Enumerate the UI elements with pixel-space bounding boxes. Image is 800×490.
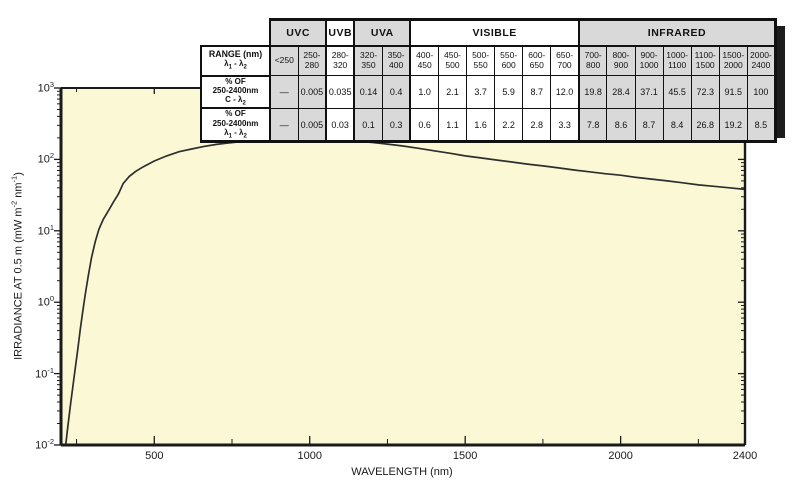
table-cell: 1100- 1500 (690, 45, 720, 76)
table-cell: 8.6 (606, 107, 636, 144)
x-tick-label: 2400 (732, 450, 758, 462)
table-cell: 2.8 (522, 107, 552, 144)
plot-area (61, 88, 745, 445)
table-cell: 0.03 (325, 107, 355, 144)
y-tick-label: 103 (37, 80, 54, 95)
table-cell: 1.6 (466, 107, 496, 144)
table-cell: 800- 900 (606, 45, 636, 76)
table-cell: 280- 320 (325, 45, 355, 76)
table-cell: 1.1 (437, 107, 468, 144)
y-tick-label: 101 (37, 222, 54, 238)
waveband-percentage-table: UVC UVB UVA VISIBLE INFRARED RANGE (nm) λ1 - λ… (200, 18, 778, 144)
band-group-header-infrared: INFRARED (577, 18, 777, 47)
row-label: % OF 250-2400nm C - λ2 (200, 74, 271, 110)
y-tick-label: 10-1 (35, 365, 54, 381)
table-cell: 28.4 (606, 75, 636, 109)
waveband-table: UVC UVB UVA VISIBLE INFRARED RANGE (nm) λ1 - λ… (200, 18, 778, 144)
table-cell: 650- 700 (550, 45, 580, 76)
table-cell: 1500- 2000 (718, 45, 748, 76)
table-cell: 100 (746, 75, 778, 109)
table-cell: 45.5 (662, 75, 692, 109)
y-tick-label: 100 (37, 294, 54, 309)
table-cell: 0.1 (353, 107, 383, 144)
y-tick-label: 10-2 (35, 437, 54, 452)
table-cell: 0.3 (381, 107, 411, 144)
table-cell: 350- 400 (381, 45, 411, 76)
band-group-header-visible: VISIBLE (409, 18, 580, 47)
band-group-header-uvc: UVC (268, 18, 327, 47)
y-tick-label: 102 (37, 151, 54, 167)
table-cell: 0.005 (297, 107, 327, 144)
x-axis-title: WAVELENGTH (nm) (351, 466, 453, 478)
table-cell: 1.0 (409, 75, 439, 109)
table-cell: 8.7 (634, 107, 664, 144)
table-notch (201, 20, 270, 46)
table-row: RANGE (nm) λ1 - λ2 <250 250- 280 280- 320 320- 3… (200, 44, 778, 77)
table-cell: 19.8 (577, 75, 608, 109)
table-cell: 19.2 (718, 107, 748, 144)
table-cell: 7.8 (577, 107, 608, 144)
table-cell: — (268, 107, 299, 144)
table-cell: 0.005 (297, 75, 327, 109)
x-tick-label: 1000 (297, 450, 322, 462)
table-cell: 72.3 (690, 75, 720, 109)
table-cell: 500- 550 (466, 45, 496, 76)
table-cell: 3.3 (550, 107, 580, 144)
table-row: % OF 250-2400nm λ1 - λ2—0.005 0.03 0.1 0.3 0.6… (200, 107, 778, 144)
table-cell: — (268, 75, 299, 109)
table-cell: 12.0 (550, 75, 580, 109)
table-row: % OF 250-2400nm C - λ2—0.005 0.035 0.14 0.4 1.… (200, 74, 778, 110)
y-axis-title: IRRADIANCE AT 0.5 m (mW m-2 nm-1) (9, 172, 25, 360)
table-cell: 1000- 1100 (662, 45, 692, 76)
table-cell: 550- 600 (494, 45, 524, 76)
table-cell: 8.7 (522, 75, 552, 109)
row-label: RANGE (nm) λ1 - λ2 (200, 44, 271, 77)
table-cell: 320- 350 (353, 45, 383, 76)
x-tick-label: 2000 (608, 450, 633, 462)
table-cell: 250- 280 (297, 45, 327, 76)
table-cell: 700- 800 (577, 45, 608, 76)
row-label: % OF 250-2400nm λ1 - λ2 (200, 107, 271, 144)
table-cell: 8.5 (746, 107, 778, 144)
table-cell: 0.6 (409, 107, 439, 144)
table-cell: 91.5 (718, 75, 748, 109)
table-cell: 600- 650 (522, 45, 552, 76)
table-cell: 2.2 (494, 107, 524, 144)
table-cell: 450- 500 (437, 45, 468, 76)
band-group-header-uvb: UVB (325, 18, 355, 47)
band-group-header-uva: UVA (353, 18, 411, 47)
table-cell: 2.1 (437, 75, 468, 109)
table-cell: 8.4 (662, 107, 692, 144)
table-cell: 2000- 2400 (746, 45, 778, 76)
x-tick-label: 500 (145, 450, 164, 462)
table-cell: 0.4 (381, 75, 411, 109)
table-cell: 5.9 (494, 75, 524, 109)
table-cell: 900- 1000 (634, 45, 664, 76)
table-cell: 0.035 (325, 75, 355, 109)
table-cell: 3.7 (466, 75, 496, 109)
table-cell: 26.8 (690, 107, 720, 144)
table-cell: <250 (268, 45, 299, 76)
table-cell: 37.1 (634, 75, 664, 109)
x-tick-label: 1500 (452, 450, 478, 462)
table-cell: 400- 450 (409, 45, 439, 76)
table-cell: 0.14 (353, 75, 383, 109)
